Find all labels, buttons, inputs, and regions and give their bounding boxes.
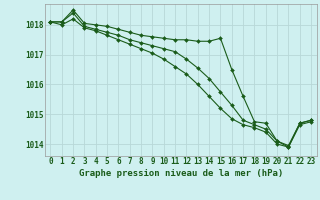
X-axis label: Graphe pression niveau de la mer (hPa): Graphe pression niveau de la mer (hPa) xyxy=(79,169,283,178)
